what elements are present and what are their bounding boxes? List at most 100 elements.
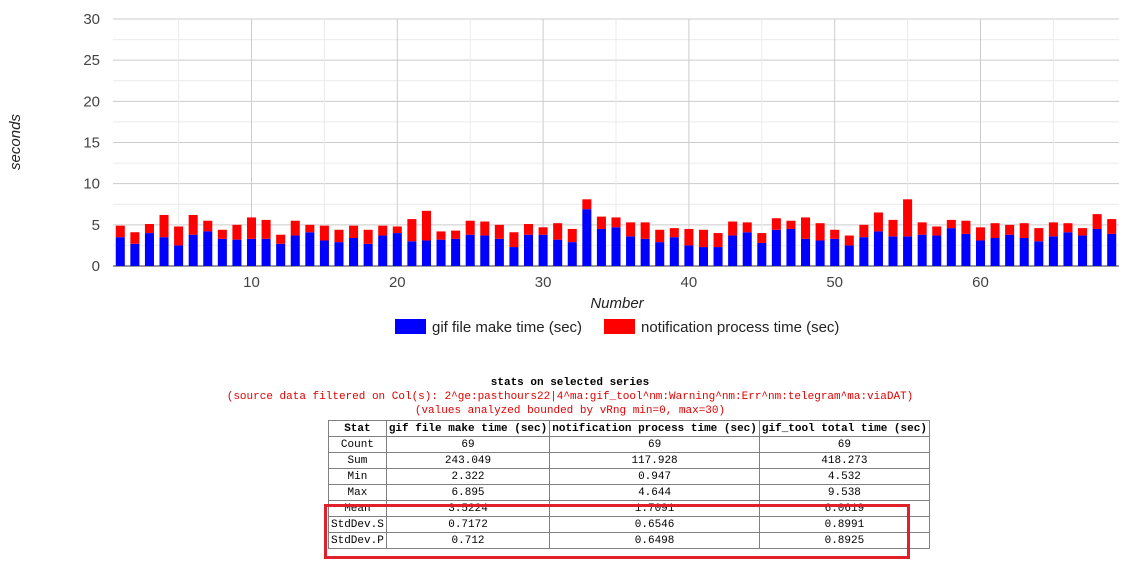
bar-gif-make-time[interactable] xyxy=(144,233,154,266)
bar-notification-time[interactable] xyxy=(144,224,154,234)
bar-gif-make-time[interactable] xyxy=(115,237,125,266)
bar-gif-make-time[interactable] xyxy=(159,237,169,266)
bar-gif-make-time[interactable] xyxy=(961,233,971,266)
bar-notification-time[interactable] xyxy=(698,229,708,248)
bar-gif-make-time[interactable] xyxy=(290,235,300,266)
bar-notification-time[interactable] xyxy=(174,226,184,246)
bar-gif-make-time[interactable] xyxy=(509,247,519,266)
bar-notification-time[interactable] xyxy=(728,221,738,236)
bar-notification-time[interactable] xyxy=(436,231,446,240)
bar-gif-make-time[interactable] xyxy=(246,238,257,266)
bar-notification-time[interactable] xyxy=(305,224,315,233)
bar-gif-make-time[interactable] xyxy=(1092,228,1102,266)
bar-notification-time[interactable] xyxy=(407,219,417,242)
bar-notification-time[interactable] xyxy=(159,214,169,238)
bar-notification-time[interactable] xyxy=(421,210,431,241)
bar-gif-make-time[interactable] xyxy=(392,233,402,266)
bar-notification-time[interactable] xyxy=(582,199,592,210)
bar-gif-make-time[interactable] xyxy=(728,235,738,266)
bar-gif-make-time[interactable] xyxy=(217,238,227,266)
bar-gif-make-time[interactable] xyxy=(465,234,475,266)
bar-notification-time[interactable] xyxy=(844,235,854,246)
bar-gif-make-time[interactable] xyxy=(990,238,1000,266)
bar-gif-make-time[interactable] xyxy=(786,228,796,266)
bar-gif-make-time[interactable] xyxy=(407,241,417,266)
bar-notification-time[interactable] xyxy=(115,225,125,238)
bar-notification-time[interactable] xyxy=(1092,214,1102,229)
bar-notification-time[interactable] xyxy=(1034,228,1044,242)
bar-gif-make-time[interactable] xyxy=(567,242,577,266)
bar-notification-time[interactable] xyxy=(261,219,271,239)
bar-gif-make-time[interactable] xyxy=(698,247,708,266)
bar-notification-time[interactable] xyxy=(232,224,242,240)
bar-gif-make-time[interactable] xyxy=(815,240,825,266)
bar-notification-time[interactable] xyxy=(640,222,650,239)
bar-notification-time[interactable] xyxy=(246,217,257,239)
bar-notification-time[interactable] xyxy=(494,224,504,239)
bar-notification-time[interactable] xyxy=(961,220,971,234)
bar-notification-time[interactable] xyxy=(553,223,563,240)
bar-gif-make-time[interactable] xyxy=(451,238,461,266)
bar-notification-time[interactable] xyxy=(801,217,811,239)
bar-gif-make-time[interactable] xyxy=(276,243,286,266)
bar-gif-make-time[interactable] xyxy=(946,228,956,266)
bar-gif-make-time[interactable] xyxy=(801,238,811,266)
bar-notification-time[interactable] xyxy=(363,229,373,244)
bar-notification-time[interactable] xyxy=(334,229,344,243)
legend[interactable]: gif file make time (sec) notification pr… xyxy=(395,319,839,336)
bar-gif-make-time[interactable] xyxy=(669,237,679,266)
bar-notification-time[interactable] xyxy=(217,229,227,239)
bar-notification-time[interactable] xyxy=(975,227,986,241)
bar-notification-time[interactable] xyxy=(524,224,534,235)
bar-gif-make-time[interactable] xyxy=(421,240,431,266)
bar-notification-time[interactable] xyxy=(203,220,213,232)
bar-gif-make-time[interactable] xyxy=(494,238,504,266)
legend-swatch-gif-make-time[interactable] xyxy=(395,319,426,334)
bar-gif-make-time[interactable] xyxy=(378,235,388,266)
bar-notification-time[interactable] xyxy=(276,234,286,244)
bar-notification-time[interactable] xyxy=(771,218,781,230)
bar-notification-time[interactable] xyxy=(830,229,840,239)
bar-notification-time[interactable] xyxy=(757,233,767,243)
bar-gif-make-time[interactable] xyxy=(655,242,665,266)
bar-notification-time[interactable] xyxy=(465,220,475,235)
bar-gif-make-time[interactable] xyxy=(174,245,184,266)
bar-gif-make-time[interactable] xyxy=(1005,234,1015,266)
bar-notification-time[interactable] xyxy=(1107,219,1117,234)
bar-notification-time[interactable] xyxy=(611,217,621,228)
bar-gif-make-time[interactable] xyxy=(611,227,621,266)
bar-notification-time[interactable] xyxy=(567,228,577,243)
bar-notification-time[interactable] xyxy=(1078,228,1088,236)
bar-gif-make-time[interactable] xyxy=(903,236,913,266)
bar-gif-make-time[interactable] xyxy=(1048,236,1058,266)
bar-notification-time[interactable] xyxy=(932,226,942,236)
bar-gif-make-time[interactable] xyxy=(334,242,344,266)
bar-notification-time[interactable] xyxy=(392,226,402,234)
bar-notification-time[interactable] xyxy=(451,230,461,239)
bar-gif-make-time[interactable] xyxy=(888,236,898,266)
bar-gif-make-time[interactable] xyxy=(436,239,446,266)
bar-notification-time[interactable] xyxy=(626,222,636,237)
bar-notification-time[interactable] xyxy=(873,212,883,232)
bar-gif-make-time[interactable] xyxy=(830,238,840,266)
bar-notification-time[interactable] xyxy=(1005,224,1015,235)
bar-notification-time[interactable] xyxy=(669,228,679,238)
bar-notification-time[interactable] xyxy=(859,224,869,238)
bar-notification-time[interactable] xyxy=(1063,223,1073,233)
bar-gif-make-time[interactable] xyxy=(538,234,548,266)
bar-notification-time[interactable] xyxy=(742,222,752,233)
bar-notification-time[interactable] xyxy=(1048,222,1058,237)
bar-notification-time[interactable] xyxy=(509,232,519,248)
bar-notification-time[interactable] xyxy=(349,225,359,239)
bar-gif-make-time[interactable] xyxy=(771,229,781,266)
bar-gif-make-time[interactable] xyxy=(1063,232,1073,266)
bar-notification-time[interactable] xyxy=(903,199,913,237)
bar-gif-make-time[interactable] xyxy=(349,238,359,266)
bar-gif-make-time[interactable] xyxy=(1019,238,1029,266)
bar-notification-time[interactable] xyxy=(888,219,898,237)
bar-gif-make-time[interactable] xyxy=(684,245,694,266)
bar-gif-make-time[interactable] xyxy=(203,231,213,266)
bar-gif-make-time[interactable] xyxy=(844,245,854,266)
bar-gif-make-time[interactable] xyxy=(524,234,534,266)
bar-gif-make-time[interactable] xyxy=(305,232,315,266)
